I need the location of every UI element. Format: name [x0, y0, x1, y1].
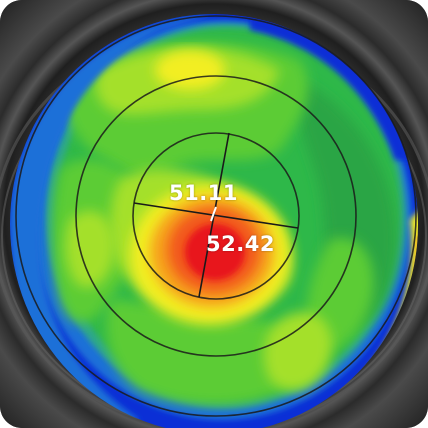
zone-ring-middle: [75, 75, 357, 357]
zone-ring-outer: [15, 15, 417, 417]
flat-k-value: 51.11: [169, 181, 238, 205]
zone-yellow-green-low-right: [264, 312, 332, 391]
zone-red-core: [185, 224, 245, 280]
flat-meridian-line: [133, 202, 299, 229]
zone-ring-inner: [132, 132, 300, 300]
zone-yellow-top: [155, 50, 225, 90]
center-marker: [210, 206, 217, 222]
zone-light-green-bottom: [106, 300, 303, 405]
zone-edge-blue-left: [10, 14, 214, 428]
steep-k-value: 52.42: [206, 232, 275, 256]
zone-yellow-green-left: [65, 210, 115, 288]
